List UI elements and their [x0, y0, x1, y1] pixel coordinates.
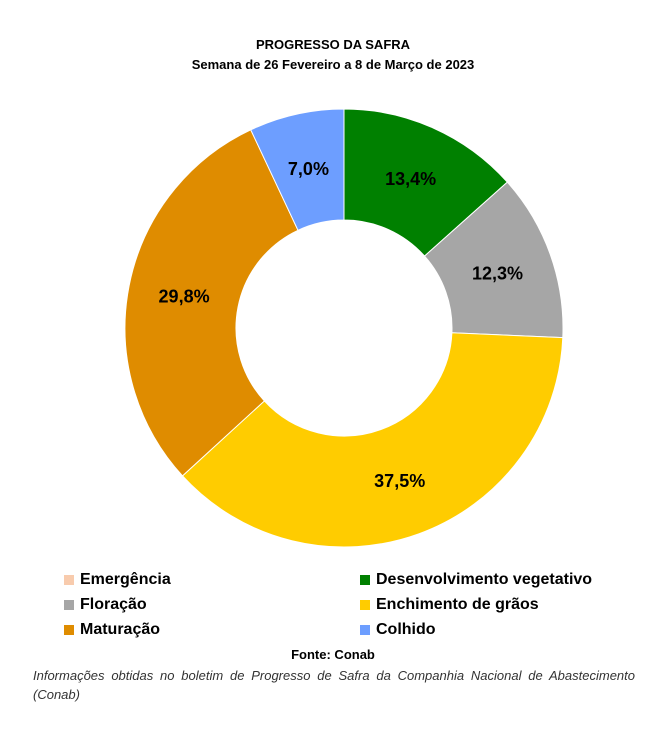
donut-slice	[250, 108, 345, 231]
legend-label: Maturação	[80, 620, 161, 638]
legend-item-floracao: Floração	[64, 593, 360, 616]
legend-item-maturacao: Maturação	[64, 618, 360, 641]
legend-swatch	[64, 574, 74, 585]
legend-label: Enchimento de grãos	[376, 595, 539, 613]
footnote: Informações obtidas no boletim de Progre…	[33, 668, 635, 702]
slice-data-label: 29,8%	[159, 286, 210, 306]
legend-swatch	[360, 574, 370, 585]
legend-swatch	[64, 599, 74, 610]
chart-title: PROGRESSO DA SAFRA	[255, 37, 411, 52]
legend-swatch	[360, 599, 370, 610]
slice-data-label: 37,5%	[374, 471, 425, 491]
slice-data-label: 7,0%	[288, 159, 329, 179]
legend-label: Colhido	[376, 620, 436, 638]
legend-label: Emergência	[80, 570, 171, 588]
legend-swatch	[360, 624, 370, 635]
chart-subtitle: Semana de 26 Fevereiro a 8 de Março de 2…	[191, 57, 475, 72]
donut-slice	[181, 332, 564, 548]
donut-slice	[124, 129, 299, 477]
legend-label: Floração	[80, 595, 147, 613]
legend-item-colhido: Colhido	[360, 618, 644, 641]
legend: Emergência Desenvolvimento vegetativo Fl…	[64, 568, 644, 641]
legend-swatch	[64, 624, 74, 635]
legend-item-desenvolvimento-vegetativo: Desenvolvimento vegetativo	[360, 568, 644, 591]
legend-item-enchimento-de-graos: Enchimento de grãos	[360, 593, 644, 616]
slice-data-label: 12,3%	[472, 263, 523, 283]
legend-label: Desenvolvimento vegetativo	[376, 570, 593, 588]
source-label: Fonte: Conab	[291, 647, 375, 662]
legend-item-emergencia: Emergência	[64, 568, 360, 591]
slice-data-label: 13,4%	[385, 169, 436, 189]
